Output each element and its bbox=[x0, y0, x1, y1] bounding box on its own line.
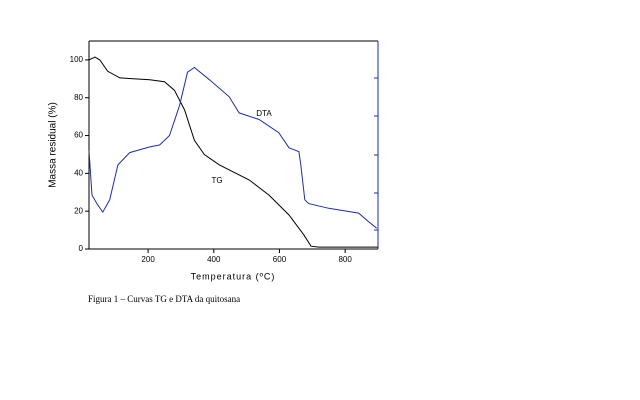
series-label: TG bbox=[211, 176, 222, 185]
line bbox=[88, 66, 378, 229]
series-label: DTA bbox=[256, 109, 272, 118]
y-tick-label: 80 bbox=[74, 93, 83, 102]
y-tick-label: 0 bbox=[79, 244, 84, 253]
y-axis-label: Massa residual (%) bbox=[48, 102, 59, 188]
x-axis-label: Temperatura (ºC) bbox=[191, 271, 276, 281]
x-tick-label: 400 bbox=[207, 255, 221, 264]
right-axis-ticks bbox=[374, 77, 378, 231]
x-tick-label: 800 bbox=[338, 255, 352, 264]
y-tick-label: 60 bbox=[74, 131, 83, 140]
x-tick-label: 200 bbox=[141, 255, 155, 264]
y-tick-label: 20 bbox=[74, 206, 83, 215]
y-tick-label: 100 bbox=[70, 55, 84, 64]
y-tick-label: 40 bbox=[74, 168, 83, 177]
line bbox=[88, 56, 378, 248]
x-tick-label: 600 bbox=[273, 255, 287, 264]
caption: Figura 1 – Curvas TG e DTA da quitosana bbox=[88, 294, 240, 304]
